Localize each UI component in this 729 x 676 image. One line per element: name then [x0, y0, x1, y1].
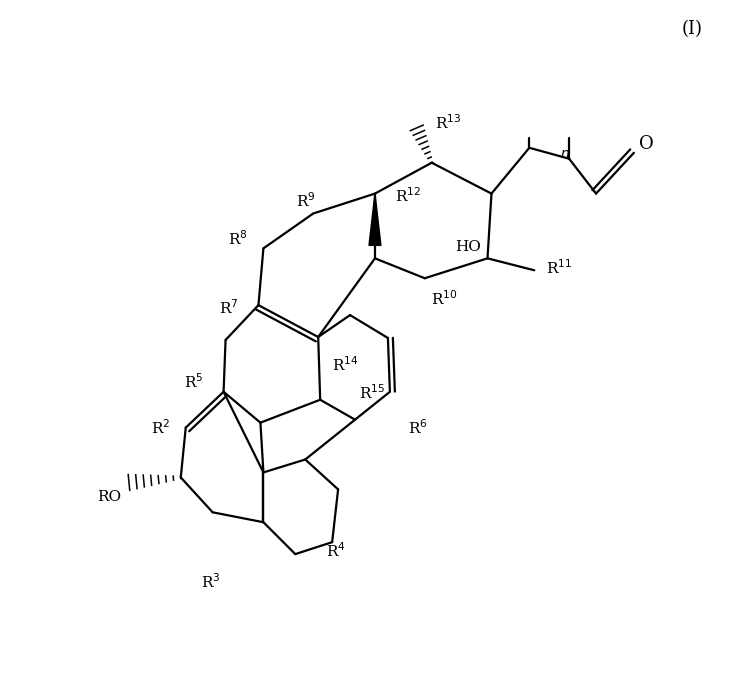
- Text: R$^{2}$: R$^{2}$: [151, 418, 171, 437]
- Text: R$^{3}$: R$^{3}$: [201, 573, 220, 592]
- Text: R$^{13}$: R$^{13}$: [434, 114, 461, 132]
- Text: R$^{9}$: R$^{9}$: [297, 191, 316, 210]
- Text: R$^{8}$: R$^{8}$: [227, 229, 247, 248]
- Text: R$^{7}$: R$^{7}$: [219, 299, 238, 318]
- Text: HO: HO: [456, 241, 482, 254]
- Polygon shape: [369, 193, 381, 245]
- Text: R$^{11}$: R$^{11}$: [546, 258, 572, 276]
- Text: R$^{6}$: R$^{6}$: [408, 418, 428, 437]
- Text: R$^{10}$: R$^{10}$: [432, 289, 458, 308]
- Text: R$^{14}$: R$^{14}$: [332, 356, 359, 375]
- Text: RO: RO: [97, 490, 121, 504]
- Text: O: O: [639, 135, 654, 153]
- Text: $n$: $n$: [561, 147, 570, 161]
- Text: R$^{15}$: R$^{15}$: [359, 383, 385, 402]
- Text: R$^{4}$: R$^{4}$: [327, 541, 346, 560]
- Text: R$^{12}$: R$^{12}$: [395, 186, 421, 205]
- Text: (I): (I): [681, 20, 702, 39]
- Text: R$^{5}$: R$^{5}$: [184, 372, 203, 391]
